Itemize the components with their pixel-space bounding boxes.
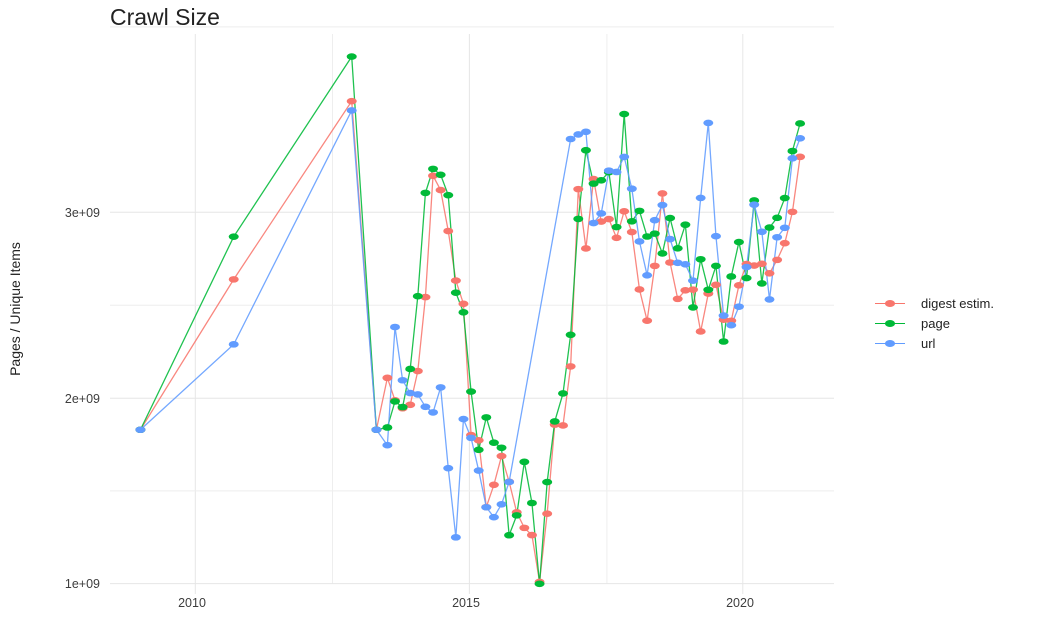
svg-text:1e+09: 1e+09 [65,577,100,591]
svg-text:2015: 2015 [452,596,480,610]
svg-text:3e+09: 3e+09 [65,206,100,220]
svg-text:2e+09: 2e+09 [65,392,100,406]
svg-text:2020: 2020 [726,596,754,610]
svg-text:2010: 2010 [178,596,206,610]
